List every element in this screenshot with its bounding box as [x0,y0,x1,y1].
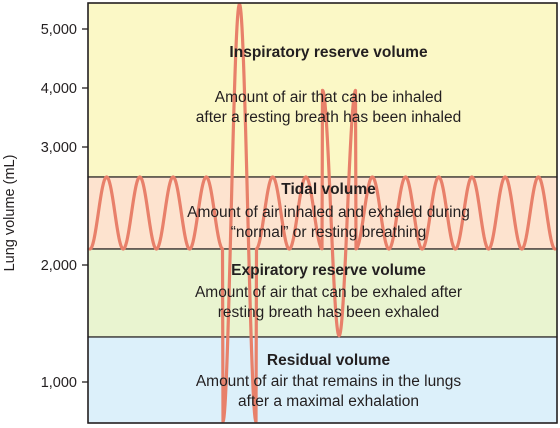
y-tick-label: 5,000 [41,22,77,38]
band-title: Tidal volume [281,181,376,198]
band-description-line: Amount of air that can be exhaled after [195,284,462,301]
y-tick-label: 1,000 [41,375,77,391]
y-axis-ticks: 5,000 4,000 3,000 2,000 1,000 [41,22,88,391]
band-description-line: Amount of air that can be inhaled [215,89,442,106]
band-labels: Inspiratory reserve volume Amount of air … [187,44,470,410]
band-title: Inspiratory reserve volume [229,44,428,61]
band-description-line: Amount of air inhaled and exhaled during [187,204,470,221]
band-description-line: resting breath has been exhaled [218,304,439,321]
band-description-line: after a maximal exhalation [238,393,419,410]
y-tick-label: 4,000 [41,81,77,97]
y-tick-label: 2,000 [41,258,77,274]
band-description-line: after a resting breath has been inhaled [196,109,461,126]
band-residual-volume [87,336,558,424]
band-description-line: “normal” or resting breathing [231,224,427,241]
band-description-line: Amount of air that remains in the lungs [196,373,462,390]
y-axis-title: Lung volume (mL) [2,155,18,272]
plot-frame [87,2,558,424]
band-title: Residual volume [267,352,391,369]
y-tick-label: 3,000 [41,140,77,156]
breathing-trace [88,2,557,424]
band-title: Expiratory reserve volume [231,262,426,279]
